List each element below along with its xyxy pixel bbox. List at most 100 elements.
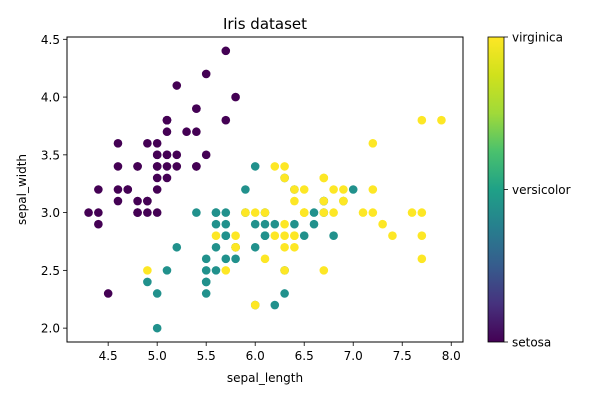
colorbar	[487, 36, 505, 343]
x-tick-label: 5.0	[148, 349, 167, 363]
data-point-versicolor	[152, 323, 162, 333]
data-point-setosa	[152, 208, 162, 217]
data-point-versicolor	[309, 219, 319, 229]
data-point-setosa	[172, 150, 182, 160]
data-point-virginica	[329, 208, 338, 217]
data-point-versicolor	[250, 162, 260, 171]
data-point-virginica	[417, 254, 427, 264]
data-point-setosa	[113, 196, 123, 206]
y-tick-label: 2.0	[41, 322, 60, 336]
y-tick-label: 3.5	[41, 148, 60, 162]
data-point-virginica	[250, 300, 260, 310]
data-point-virginica	[368, 138, 378, 148]
x-tick-label: 8.0	[442, 349, 461, 363]
data-point-virginica	[339, 185, 348, 194]
data-point-virginica	[270, 231, 280, 241]
data-point-virginica	[211, 231, 221, 241]
data-point-virginica	[417, 115, 427, 125]
data-point-virginica	[290, 231, 299, 241]
data-point-versicolor	[201, 254, 211, 264]
data-point-versicolor	[280, 289, 289, 298]
data-point-versicolor	[192, 208, 201, 217]
data-point-setosa	[152, 173, 162, 183]
data-point-versicolor	[211, 242, 221, 252]
colorbar-tick-label: setosa	[512, 336, 551, 350]
data-point-virginica	[270, 162, 280, 171]
data-point-setosa	[192, 127, 201, 137]
data-point-virginica	[319, 196, 329, 206]
data-point-setosa	[162, 150, 172, 160]
data-point-setosa	[143, 196, 152, 206]
data-point-versicolor	[250, 219, 260, 229]
data-point-versicolor	[201, 266, 211, 275]
data-point-virginica	[339, 196, 348, 206]
data-point-setosa	[113, 138, 123, 148]
data-point-virginica	[290, 185, 299, 194]
data-point-versicolor	[241, 185, 250, 194]
data-point-versicolor	[290, 219, 299, 229]
data-point-setosa	[143, 208, 152, 217]
data-point-versicolor	[211, 219, 221, 229]
data-point-setosa	[94, 185, 103, 194]
data-point-virginica	[290, 196, 299, 206]
data-point-virginica	[437, 115, 446, 125]
chart-title: Iris dataset	[223, 15, 307, 33]
data-point-virginica	[368, 208, 378, 217]
data-point-setosa	[133, 162, 142, 171]
data-point-versicolor	[211, 208, 221, 217]
x-tick-label: 7.0	[344, 349, 363, 363]
y-tick-label: 2.5	[41, 264, 60, 278]
data-point-virginica	[329, 185, 338, 194]
data-point-virginica	[231, 231, 240, 241]
data-point-versicolor	[221, 208, 231, 217]
x-tick-label: 7.5	[393, 349, 412, 363]
data-point-virginica	[260, 254, 270, 264]
data-point-versicolor	[221, 219, 231, 229]
data-point-versicolor	[201, 289, 211, 298]
data-point-setosa	[152, 150, 162, 160]
data-point-versicolor	[270, 300, 280, 310]
y-axis-ticks: 2.0 2.5 3.0 3.5 4.0 4.5	[41, 33, 67, 336]
data-point-setosa	[162, 173, 172, 183]
data-point-virginica	[143, 266, 152, 275]
data-point-virginica	[241, 208, 250, 217]
data-point-virginica	[280, 162, 289, 171]
x-axis-ticks: 4.5 5.0 5.5 6.0 6.5 7.0 7.5 8.0	[99, 342, 461, 363]
data-point-virginica	[290, 242, 299, 252]
data-point-versicolor	[270, 219, 280, 229]
y-tick-label: 3.0	[41, 206, 60, 220]
data-point-versicolor	[143, 277, 152, 287]
data-point-virginica	[221, 266, 231, 275]
data-point-setosa	[192, 104, 201, 113]
data-point-setosa	[123, 185, 133, 194]
data-point-setosa	[84, 208, 93, 217]
data-point-versicolor	[152, 289, 162, 298]
data-point-virginica	[299, 208, 309, 217]
plot-area	[66, 36, 464, 343]
data-point-versicolor	[260, 231, 270, 241]
data-point-virginica	[280, 173, 289, 183]
data-point-versicolor	[221, 231, 231, 241]
data-point-virginica	[299, 185, 309, 194]
data-point-virginica	[231, 242, 240, 252]
data-point-virginica	[280, 266, 289, 275]
data-point-setosa	[133, 196, 142, 206]
data-point-setosa	[201, 69, 211, 79]
data-point-setosa	[182, 127, 191, 137]
data-point-virginica	[319, 266, 329, 275]
data-point-setosa	[133, 208, 142, 217]
data-point-virginica	[319, 173, 329, 183]
data-point-virginica	[280, 219, 289, 229]
data-point-virginica	[368, 185, 378, 194]
data-point-setosa	[152, 138, 162, 148]
y-axis-label: sepal_width	[15, 154, 29, 225]
data-point-versicolor	[250, 242, 260, 252]
data-point-setosa	[172, 162, 182, 171]
data-point-versicolor	[309, 208, 319, 217]
x-tick-label: 4.5	[99, 349, 118, 363]
data-points	[84, 46, 446, 333]
data-point-setosa	[94, 219, 103, 229]
colorbar-tick-label: virginica	[512, 31, 563, 45]
data-point-setosa	[113, 185, 123, 194]
